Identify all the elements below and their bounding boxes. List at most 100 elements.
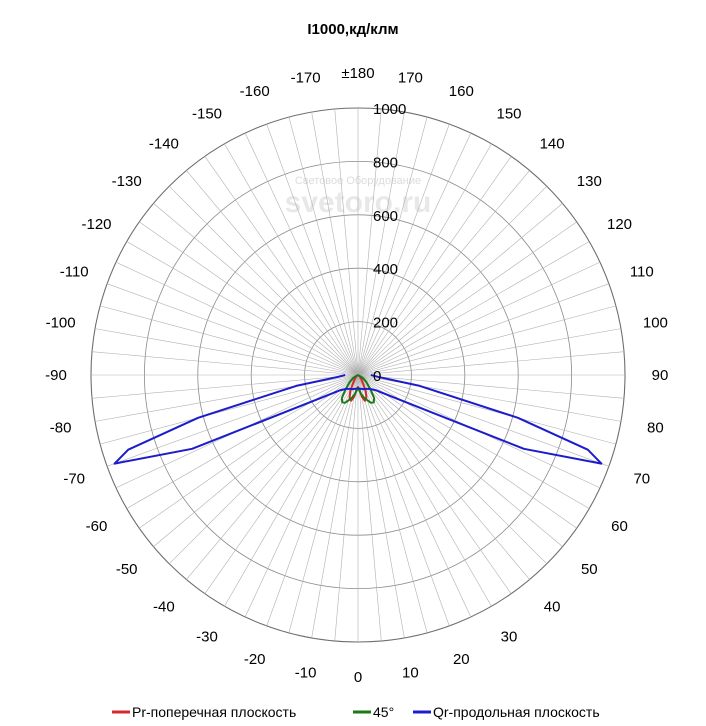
- angle-tick-label: -130: [112, 173, 142, 190]
- grid-spoke: [357, 156, 512, 376]
- grid-spoke: [357, 374, 610, 467]
- grid-spoke: [95, 328, 359, 376]
- angle-tick-label: 150: [496, 106, 521, 123]
- radial-tick-labels: 0 200 400 600 800 1000: [373, 101, 406, 385]
- radial-tick-label: 0: [373, 368, 381, 385]
- grid-spoke: [168, 374, 359, 565]
- grid-spoke: [244, 132, 359, 376]
- angle-tick-label: -150: [192, 106, 222, 123]
- angle-tick-label: 110: [630, 264, 654, 281]
- grid-spoke: [357, 374, 428, 633]
- grid-spoke: [357, 374, 492, 607]
- angle-tick-label: 100: [643, 315, 668, 332]
- grid-spoke: [311, 374, 359, 638]
- legend-label-2: 45°: [373, 704, 394, 720]
- grid-spoke: [100, 374, 359, 445]
- grid-spoke: [357, 374, 563, 547]
- grid-spoke: [357, 374, 382, 642]
- grid-spoke: [334, 108, 359, 376]
- grid-spoke: [224, 143, 359, 376]
- grid-spoke: [357, 170, 530, 376]
- angle-tick-label: 20: [453, 651, 470, 668]
- grid-spoke: [139, 374, 359, 529]
- grid-spoke: [139, 221, 359, 376]
- angle-tick-label: 30: [501, 629, 518, 646]
- grid-spoke: [334, 374, 359, 642]
- grid-spoke: [357, 241, 590, 376]
- grid-spoke: [126, 241, 359, 376]
- grid-spoke: [311, 112, 359, 376]
- radial-tick-label: 800: [373, 154, 398, 171]
- angle-tick-label: -40: [153, 598, 175, 615]
- grid-spoke: [357, 374, 405, 638]
- chart-title: I1000,кд/клм: [307, 21, 398, 38]
- angle-tick-label: 170: [398, 70, 423, 87]
- grid-spoke: [357, 374, 590, 509]
- grid-spoke: [244, 374, 359, 618]
- polar-grid: [90, 107, 626, 643]
- grid-spoke: [91, 374, 359, 399]
- angle-tick-label: -20: [244, 651, 266, 668]
- grid-spoke: [288, 117, 359, 376]
- angle-tick-label: -140: [149, 136, 179, 153]
- grid-spoke: [357, 351, 625, 376]
- grid-spoke: [106, 374, 359, 467]
- angle-tick-label: 160: [449, 83, 474, 100]
- grid-spoke: [266, 374, 359, 627]
- grid-spoke: [357, 374, 616, 445]
- angle-tick-label: ±180: [341, 65, 374, 82]
- radial-tick-label: 1000: [373, 101, 406, 118]
- angle-tick-label: -100: [46, 315, 76, 332]
- angle-tick-label: -110: [60, 264, 89, 281]
- grid-spoke: [357, 374, 625, 399]
- angle-tick-label: -10: [295, 664, 317, 681]
- grid-spoke: [357, 374, 450, 627]
- grid-spoke: [357, 185, 548, 376]
- grid-spoke: [357, 374, 472, 618]
- grid-spoke: [357, 112, 405, 376]
- angle-tick-label: 120: [607, 216, 632, 233]
- grid-spoke: [153, 203, 359, 376]
- grid-spoke: [357, 203, 563, 376]
- angle-tick-label: 0: [354, 669, 362, 686]
- angle-tick-label: 50: [581, 561, 598, 578]
- grid-spoke: [357, 374, 577, 529]
- grid-spoke: [106, 283, 359, 376]
- grid-spoke: [357, 328, 621, 376]
- angle-tick-label: -120: [81, 216, 111, 233]
- grid-spoke: [115, 261, 359, 376]
- grid-spoke: [357, 117, 428, 376]
- angle-tick-label: -30: [196, 629, 218, 646]
- grid-spoke: [204, 156, 359, 376]
- grid-spoke: [357, 374, 512, 594]
- angle-tick-label: 40: [544, 598, 561, 615]
- radial-tick-label: 200: [373, 315, 398, 332]
- grid-spoke: [357, 261, 601, 376]
- grid-spoke: [91, 351, 359, 376]
- grid-spoke: [266, 123, 359, 376]
- angle-tick-label: -60: [86, 518, 108, 535]
- angle-tick-label: 140: [540, 136, 565, 153]
- angle-tick-label: -170: [291, 70, 321, 87]
- grid-spoke: [357, 283, 610, 376]
- grid-spoke: [357, 374, 548, 565]
- legend-label-3: Qr-продольная плоскость: [433, 704, 600, 720]
- angle-tick-label: 80: [647, 419, 664, 436]
- grid-spoke: [186, 170, 359, 376]
- grid-spoke: [357, 123, 450, 376]
- angle-tick-label: 60: [611, 518, 628, 535]
- grid-spoke: [357, 108, 382, 376]
- legend: Pr-поперечная плоскость 45° Qr-продольная …: [112, 704, 600, 720]
- grid-spoke: [288, 374, 359, 633]
- series-group: [113, 374, 603, 465]
- angle-tick-label: -70: [63, 470, 85, 487]
- angle-tick-labels: ±180 170160150140130120110100908070605040…: [45, 65, 668, 686]
- grid-spoke: [224, 374, 359, 607]
- grid-spoke: [357, 132, 472, 376]
- grid-spoke: [357, 374, 530, 580]
- grid-spoke: [204, 374, 359, 594]
- angle-tick-label: -80: [50, 419, 72, 436]
- grid-spoke: [357, 221, 577, 376]
- grid-spoke: [168, 185, 359, 376]
